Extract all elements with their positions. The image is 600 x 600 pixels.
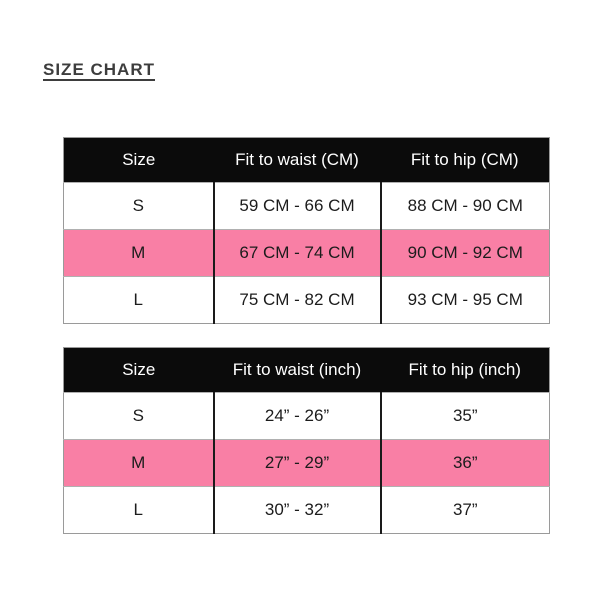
column-header-size: Size xyxy=(63,137,214,183)
waist-cell: 24” - 26” xyxy=(212,392,381,440)
column-header-waist-inch: Fit to waist (inch) xyxy=(213,347,381,393)
waist-cell: 67 CM - 74 CM xyxy=(212,229,381,277)
waist-cell: 75 CM - 82 CM xyxy=(212,276,381,324)
hip-cell: 93 CM - 95 CM xyxy=(379,276,550,324)
page-title: SIZE CHART xyxy=(43,60,155,79)
waist-cell: 30” - 32” xyxy=(212,486,381,534)
hip-cell: 37” xyxy=(379,486,550,534)
column-header-waist-cm: Fit to waist (CM) xyxy=(213,137,381,183)
table-row-l: L 30” - 32” 37” xyxy=(63,486,550,534)
column-header-size: Size xyxy=(63,347,214,393)
size-cell: S xyxy=(63,392,214,440)
table-header-row: Size Fit to waist (inch) Fit to hip (inc… xyxy=(63,347,550,393)
waist-cell: 59 CM - 66 CM xyxy=(212,182,381,230)
size-cell: S xyxy=(63,182,214,230)
hip-cell: 90 CM - 92 CM xyxy=(379,229,550,277)
size-table-inch: Size Fit to waist (inch) Fit to hip (inc… xyxy=(63,347,550,534)
size-cell: L xyxy=(63,276,214,324)
table-header-row: Size Fit to waist (CM) Fit to hip (CM) xyxy=(63,137,550,183)
size-cell: L xyxy=(63,486,214,534)
table-row-m-highlighted: M 27” - 29” 36” xyxy=(63,439,550,487)
hip-cell: 36” xyxy=(379,439,550,487)
hip-cell: 35” xyxy=(379,392,550,440)
size-cell: M xyxy=(63,439,214,487)
hip-cell: 88 CM - 90 CM xyxy=(379,182,550,230)
size-cell: M xyxy=(63,229,214,277)
column-header-hip-inch: Fit to hip (inch) xyxy=(380,347,550,393)
size-table-cm: Size Fit to waist (CM) Fit to hip (CM) S… xyxy=(63,137,550,324)
waist-cell: 27” - 29” xyxy=(212,439,381,487)
table-row-m-highlighted: M 67 CM - 74 CM 90 CM - 92 CM xyxy=(63,229,550,277)
table-row-l: L 75 CM - 82 CM 93 CM - 95 CM xyxy=(63,276,550,324)
table-row-s: S 59 CM - 66 CM 88 CM - 90 CM xyxy=(63,182,550,230)
column-header-hip-cm: Fit to hip (CM) xyxy=(380,137,550,183)
table-row-s: S 24” - 26” 35” xyxy=(63,392,550,440)
